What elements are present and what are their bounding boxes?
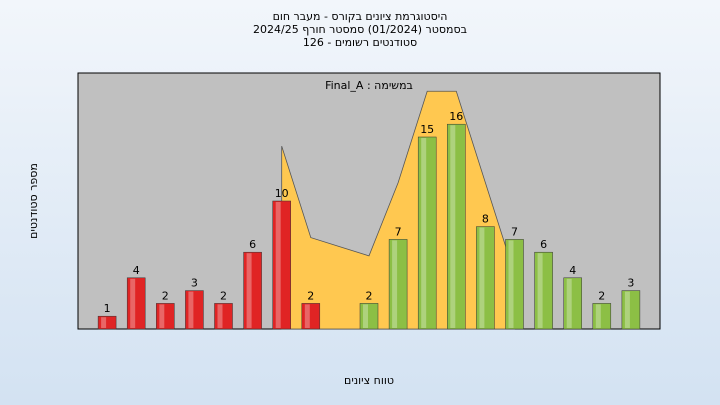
bar-shine — [275, 202, 281, 328]
data-label: 10 — [275, 187, 289, 200]
bar — [301, 303, 321, 330]
data-label: 3 — [627, 277, 634, 290]
data-label: 16 — [449, 110, 463, 123]
bar-shine — [595, 304, 601, 328]
data-label: 2 — [220, 289, 227, 302]
y-axis-label: מספר סטודנטים — [27, 163, 40, 239]
data-label: 3 — [191, 277, 198, 290]
x-axis-label: טווח ציונים — [344, 374, 394, 387]
bar-shine — [450, 125, 456, 328]
data-label: 2 — [307, 289, 314, 302]
bar-shine — [537, 253, 543, 328]
bar — [126, 277, 146, 330]
bar — [534, 251, 553, 330]
bar — [476, 226, 495, 330]
bar — [563, 277, 582, 330]
bar-shine — [624, 291, 630, 328]
bar — [621, 290, 641, 330]
data-label: 7 — [511, 225, 518, 238]
bar-shine — [363, 304, 368, 328]
bar — [97, 315, 117, 330]
bar-shine — [217, 304, 223, 328]
bar — [447, 123, 466, 330]
chart-subtitle: בסמסטר (01/2024) סמסטר חורף 2024/25 — [253, 23, 467, 36]
data-label: 2 — [366, 289, 373, 302]
bar — [592, 303, 612, 330]
bar — [185, 290, 204, 330]
chart-title: היסטוגרמת ציונים בקורס - מעבר חום — [273, 10, 448, 23]
bar — [417, 136, 437, 330]
data-label: 8 — [482, 213, 489, 226]
bar-shine — [130, 278, 136, 328]
data-label: 4 — [569, 264, 576, 277]
bar-shine — [421, 138, 427, 328]
bar — [505, 239, 524, 330]
bar — [243, 251, 262, 330]
data-label: 6 — [540, 238, 547, 251]
bar — [272, 200, 291, 330]
bar-shine — [246, 253, 252, 328]
bar — [214, 303, 233, 330]
data-label: 4 — [133, 264, 140, 277]
data-label: 15 — [420, 123, 434, 136]
data-label: 2 — [162, 289, 169, 302]
bar-shine — [159, 304, 165, 328]
chart-subtitle: סטודנטים רשומים - 126 — [303, 36, 417, 49]
bar-shine — [101, 317, 107, 328]
bar-shine — [392, 240, 398, 328]
bar — [156, 303, 175, 330]
labels: 1 4 2 3 2 6 10 2 2 7 15 16 8 7 6 4 2 3 — [104, 110, 635, 315]
bar — [388, 239, 408, 330]
data-label: 6 — [249, 238, 256, 251]
bar — [359, 303, 379, 330]
bar-shine — [566, 278, 572, 328]
data-label: 7 — [395, 225, 402, 238]
bar-shine — [304, 304, 310, 328]
bar-shine — [508, 240, 514, 328]
data-label: 2 — [598, 289, 605, 302]
data-label: 1 — [104, 302, 111, 315]
bar-shine — [479, 227, 485, 328]
annotation: Final_A : במשימה — [325, 79, 413, 92]
marks — [97, 90, 641, 330]
bar-shine — [188, 291, 194, 328]
